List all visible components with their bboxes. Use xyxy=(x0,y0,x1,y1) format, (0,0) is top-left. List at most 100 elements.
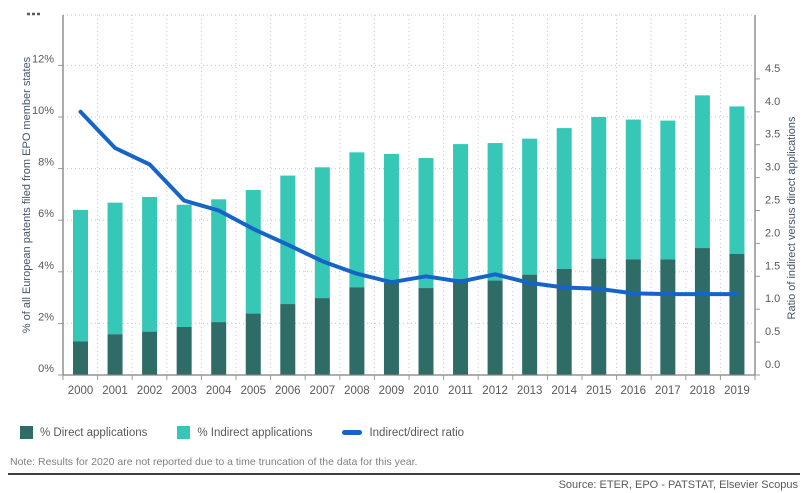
year-label: 2019 xyxy=(724,385,750,397)
bar-2007 xyxy=(314,167,330,375)
bar-2000 xyxy=(73,209,88,375)
direct-segment xyxy=(245,313,261,375)
bar-2005 xyxy=(245,190,261,375)
right-axis-tick: 0.0 xyxy=(765,359,780,371)
bar-2002 xyxy=(142,196,158,375)
year-label: 2008 xyxy=(344,385,370,397)
indirect-segment xyxy=(211,199,227,323)
direct-segment xyxy=(314,298,330,375)
indirect-segment xyxy=(694,95,710,249)
bar-2017 xyxy=(660,120,676,375)
direct-segment xyxy=(625,259,641,375)
indirect-segment xyxy=(383,153,399,283)
right-axis-tick: 4.0 xyxy=(765,96,780,108)
direct-segment xyxy=(107,334,123,375)
direct-segment xyxy=(694,248,710,375)
indirect-segment xyxy=(107,202,123,335)
figure-note: Note: Results for 2020 are not reported … xyxy=(10,456,418,468)
indirect-segment xyxy=(418,158,434,289)
right-axis-tick: 1.0 xyxy=(765,293,780,305)
bar-2014 xyxy=(556,128,572,375)
left-axis-tick: 2% xyxy=(38,311,54,323)
bar-2006 xyxy=(280,175,296,375)
direct-segment xyxy=(73,341,88,375)
direct-segment xyxy=(453,279,469,375)
left-axis-tick: 4% xyxy=(38,260,54,272)
indirect-segment xyxy=(142,196,158,332)
direct-segment xyxy=(280,304,296,375)
year-label: 2001 xyxy=(102,385,128,397)
legend-label-ratio: Indirect/direct ratio xyxy=(369,426,465,439)
axis-tick-labels: 0% 2% 4% 6% 8% 10% 12% 0.0 0.5 1.0 1.5 2.0 2.5 3.0 3.5… xyxy=(32,53,780,397)
direct-segment xyxy=(418,288,434,375)
year-label: 2003 xyxy=(171,385,197,397)
year-label: 2005 xyxy=(240,385,266,397)
right-axis-tick: 4.5 xyxy=(765,63,780,75)
indirect-segment xyxy=(522,138,538,275)
figure-source: Source: ETER, EPO - PATSTAT, Elsevier Sc… xyxy=(558,479,798,491)
right-axis-tick: 3.0 xyxy=(765,162,780,174)
year-label: 2013 xyxy=(517,385,543,397)
chart-plot-area: 0% 2% 4% 6% 8% 10% 12% 0.0 0.5 1.0 1.5 2.0 2.5 3.0 3.5… xyxy=(21,12,798,397)
year-label: 2012 xyxy=(482,385,508,397)
right-axis-title: Ratio of indirect versus direct applicat… xyxy=(786,116,798,319)
year-label: 2000 xyxy=(68,385,94,397)
bar-2003 xyxy=(176,204,192,375)
bar-2018 xyxy=(694,95,710,375)
right-axis-tick: 2.0 xyxy=(765,227,780,239)
indirect-segment xyxy=(729,106,745,254)
ratio-line xyxy=(78,109,739,297)
legend-item-direct: % Direct applications xyxy=(20,426,147,439)
indirect-segment xyxy=(73,209,88,342)
indirect-segment xyxy=(591,117,607,259)
indirect-segment xyxy=(487,143,503,281)
year-label: 2006 xyxy=(275,385,301,397)
indirect-segment xyxy=(245,190,261,314)
left-axis-title: % of all European patents filed from EPO… xyxy=(21,56,33,333)
left-axis-tick: 8% xyxy=(38,157,54,169)
indirect-segment xyxy=(314,167,330,299)
legend-item-ratio: Indirect/direct ratio xyxy=(342,427,464,439)
legend-item-indirect: % Indirect applications xyxy=(177,426,312,439)
year-label: 2010 xyxy=(413,385,439,397)
bar-2001 xyxy=(107,202,123,375)
left-axis-tick: 6% xyxy=(38,208,54,220)
indirect-segment xyxy=(176,204,192,328)
year-label: 2007 xyxy=(310,385,336,397)
year-label: 2009 xyxy=(379,385,405,397)
right-axis-tick: 2.5 xyxy=(765,195,780,207)
divider-line xyxy=(8,473,800,475)
indirect-segment xyxy=(556,128,572,269)
direct-segment xyxy=(660,259,676,375)
indirect-segment xyxy=(280,175,296,305)
bar-2012 xyxy=(487,143,503,375)
year-label: 2018 xyxy=(690,385,716,397)
bar-2004 xyxy=(211,199,227,375)
direct-segment xyxy=(729,253,745,375)
left-axis-tick: 12% xyxy=(32,53,54,65)
direct-segment xyxy=(591,258,607,375)
indirect-segment xyxy=(349,152,365,288)
bar-2008 xyxy=(349,152,365,375)
bar-2015 xyxy=(591,117,607,375)
bar-2019 xyxy=(729,106,745,375)
direct-segment xyxy=(487,280,503,375)
ratio-line-swatch-icon xyxy=(342,430,363,435)
direct-segment xyxy=(142,331,158,375)
chart-svg: 0% 2% 4% 6% 8% 10% 12% 0.0 0.5 1.0 1.5 2.0 2.5 3.0 3.5… xyxy=(21,12,798,397)
indirect-segment xyxy=(660,120,676,260)
legend-label-direct: % Direct applications xyxy=(40,426,148,439)
year-label: 2016 xyxy=(621,385,647,397)
bar-2011 xyxy=(453,144,469,375)
right-axis-tick: 3.5 xyxy=(765,129,780,141)
indirect-segment xyxy=(453,144,469,280)
chart-legend: % Direct applications % Indirect applica… xyxy=(20,426,464,439)
year-label: 2004 xyxy=(206,385,232,397)
indirect-segment xyxy=(625,119,641,260)
indirect-applications-swatch-icon xyxy=(177,426,191,439)
year-label: 2017 xyxy=(655,385,681,397)
direct-segment xyxy=(522,274,538,375)
legend-label-indirect: % Indirect applications xyxy=(197,426,313,439)
direct-segment xyxy=(349,287,365,375)
